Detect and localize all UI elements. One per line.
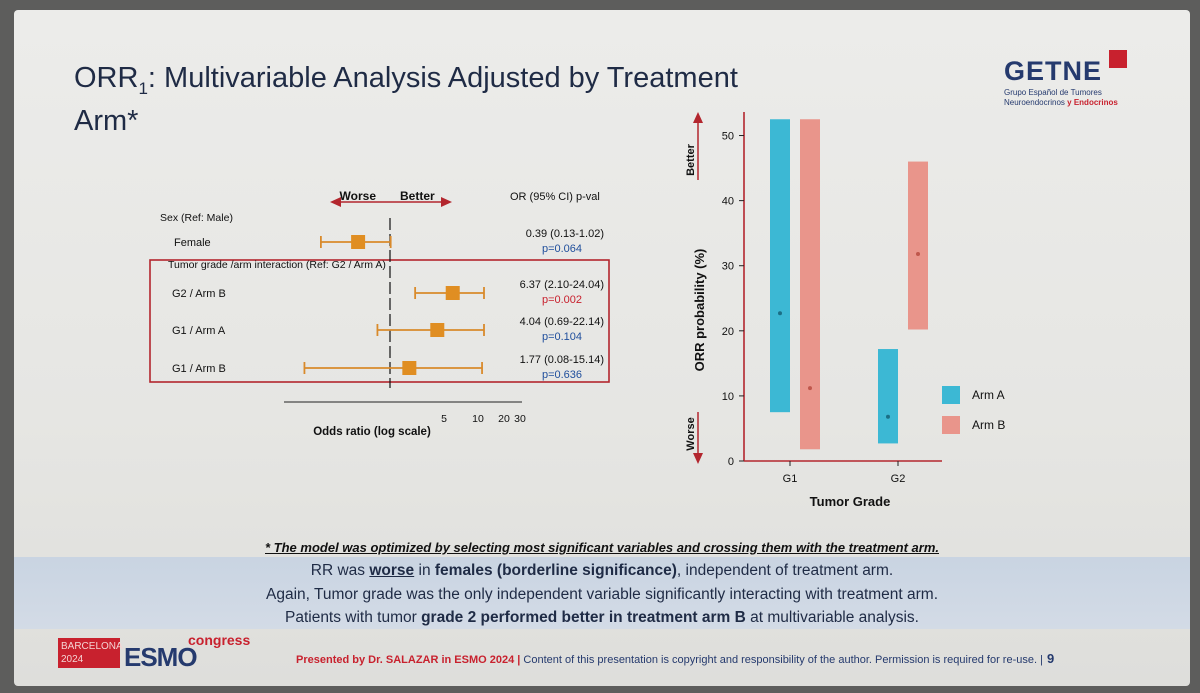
forest-row-label: G1 / Arm B (172, 363, 226, 375)
esmo-year: 2024 (61, 654, 84, 665)
worse-side-label: Worse (685, 417, 697, 450)
esmo-city-box: BARCELONA 2024 (58, 638, 123, 668)
or-estimate-marker (445, 286, 460, 300)
forest-x-label: Odds ratio (log scale) (313, 426, 431, 438)
y-tick-label: 40 (722, 196, 734, 208)
point-estimate (778, 311, 782, 316)
forest-row-p: p=0.002 (542, 294, 582, 306)
title-line2: Arm* (74, 104, 139, 137)
forest-row-p: p=0.064 (542, 243, 582, 255)
logo-sub1: Grupo Español de Tumores (1004, 88, 1102, 97)
logo-sub2b: y Endocrinos (1067, 98, 1118, 107)
summary-line-3: Patients with tumor grade 2 performed be… (14, 609, 1190, 627)
legend-label: Arm B (972, 418, 1005, 432)
forest-row-p: p=0.636 (542, 369, 582, 381)
forest-header: OR (95% CI) p-val (510, 191, 600, 203)
forest-rows: Female 0.39 (0.13-1.02) p=0.064 G2 / Arm B 6… (172, 228, 604, 381)
title-subscript: 1 (138, 78, 148, 98)
summary-l3c: at multivariable analysis. (745, 609, 919, 626)
better-up-arrow-icon (693, 112, 703, 123)
or-estimate-marker (402, 361, 417, 375)
ci-bar-arm-a (770, 119, 790, 413)
x-category-label: G1 (783, 473, 798, 485)
y-tick-label: 30 (722, 261, 734, 273)
forest-row-or: 6.37 (2.10-24.04) (520, 279, 604, 291)
summary-l1e: , independent of treatment arm. (676, 562, 894, 579)
forest-plot: Worse Better OR (95% CI) p-val Sex (Ref:… (149, 189, 610, 438)
forest-row-label: Female (174, 237, 211, 249)
point-estimate (886, 414, 890, 419)
forest-row-label: G1 / Arm A (172, 325, 226, 337)
forest-row-or: 4.04 (0.69-22.14) (520, 316, 604, 328)
legend-label: Arm A (972, 388, 1005, 402)
better-side-label: Better (685, 143, 697, 176)
summary-line-2: Again, Tumor grade was the only independ… (265, 586, 939, 603)
esmo-city: BARCELONA (61, 641, 123, 652)
forest-row-label: G2 / Arm B (172, 288, 226, 300)
ci-bar-arm-b (908, 161, 928, 330)
summary-l3a: Patients with tumor (284, 609, 422, 626)
forest-row-or: 1.77 (0.08-15.14) (520, 354, 604, 366)
ci-bar-arm-a (878, 349, 898, 444)
legend-swatch (942, 416, 960, 434)
slide: ORR1: Multivariable Analysis Adjusted by… (14, 10, 1190, 686)
ci-bar-arm-b (800, 119, 820, 450)
title-rest: : Multivariable Analysis Adjusted by Tre… (147, 62, 738, 94)
logo-word: GETNE (1004, 56, 1103, 86)
page-number: 9 (1046, 651, 1055, 666)
logo-subtitle: Grupo Español de Tumores Neuroendocrinos… (1004, 88, 1154, 108)
summary-l1b: worse (369, 562, 415, 579)
forest-worse-label: Worse (340, 189, 377, 203)
y-tick-label: 10 (722, 391, 734, 403)
esmo-congress-logo: BARCELONA 2024 ESMO congress (58, 632, 258, 674)
x-axis-label: Tumor Grade (810, 494, 891, 509)
logo-sub2a: Neuroendocrinos (1004, 98, 1068, 107)
y-axis-label: ORR probability (%) (692, 249, 707, 372)
getne-logo: GETNE Grupo Español de Tumores Neuroendo… (1004, 50, 1154, 120)
summary-l1c: in (414, 562, 435, 579)
copyright-text: Content of this presentation is copyrigh… (520, 654, 1043, 666)
forest-tick-20: 20 (498, 413, 510, 425)
or-estimate-marker (351, 235, 366, 249)
summary-line-1: RR was worse in females (borderline sign… (14, 562, 1190, 580)
y-tick-label: 0 (728, 456, 734, 468)
worse-down-arrow-icon (693, 453, 703, 464)
forest-tick-10: 10 (472, 413, 484, 425)
esmo-word: ESMO (124, 642, 198, 672)
summary-l3b: grade 2 performed better in treatment ar… (421, 609, 746, 626)
or-estimate-marker (430, 323, 445, 337)
title-main: ORR (74, 62, 139, 94)
footnote: * The model was optimized by selecting m… (265, 540, 939, 555)
y-tick-label: 50 (722, 131, 734, 143)
esmo-congress-word: congress (188, 632, 251, 648)
interaction-box (149, 259, 610, 383)
forest-row-or: 0.39 (0.13-1.02) (526, 228, 604, 240)
forest-tick-30: 30 (514, 413, 526, 425)
slide-title: ORR1: Multivariable Analysis Adjusted by… (74, 62, 814, 138)
y-tick-label: 20 (722, 326, 734, 338)
summary-band (14, 557, 1190, 629)
orr-bar-chart: 0 10 20 30 40 50 ORR probability (%) Better Wors… (685, 112, 1005, 509)
summary-l1a: RR was (310, 562, 370, 579)
x-category-label: G2 (891, 473, 906, 485)
figure-area: Worse Better OR (95% CI) p-val Sex (Ref:… (149, 112, 1005, 509)
forest-row-p: p=0.104 (542, 331, 582, 343)
legend-swatch (942, 386, 960, 404)
forest-tick-5: 5 (441, 413, 447, 425)
presented-by: Presented by Dr. SALAZAR in ESMO 2024 | (296, 654, 521, 666)
forest-group-interaction: Tumor grade /arm interaction (Ref: G2 / … (168, 259, 386, 271)
point-estimate (808, 386, 812, 391)
logo-square-icon (1109, 50, 1127, 68)
worse-arrow-icon (330, 197, 341, 207)
forest-group-sex: Sex (Ref: Male) (160, 212, 233, 224)
point-estimate (916, 252, 920, 256)
summary-l1d: females (borderline significance) (434, 562, 677, 579)
better-arrow-icon (441, 197, 452, 207)
forest-better-label: Better (400, 189, 435, 203)
presented-footer: Presented by Dr. SALAZAR in ESMO 2024 | … (296, 651, 1176, 666)
